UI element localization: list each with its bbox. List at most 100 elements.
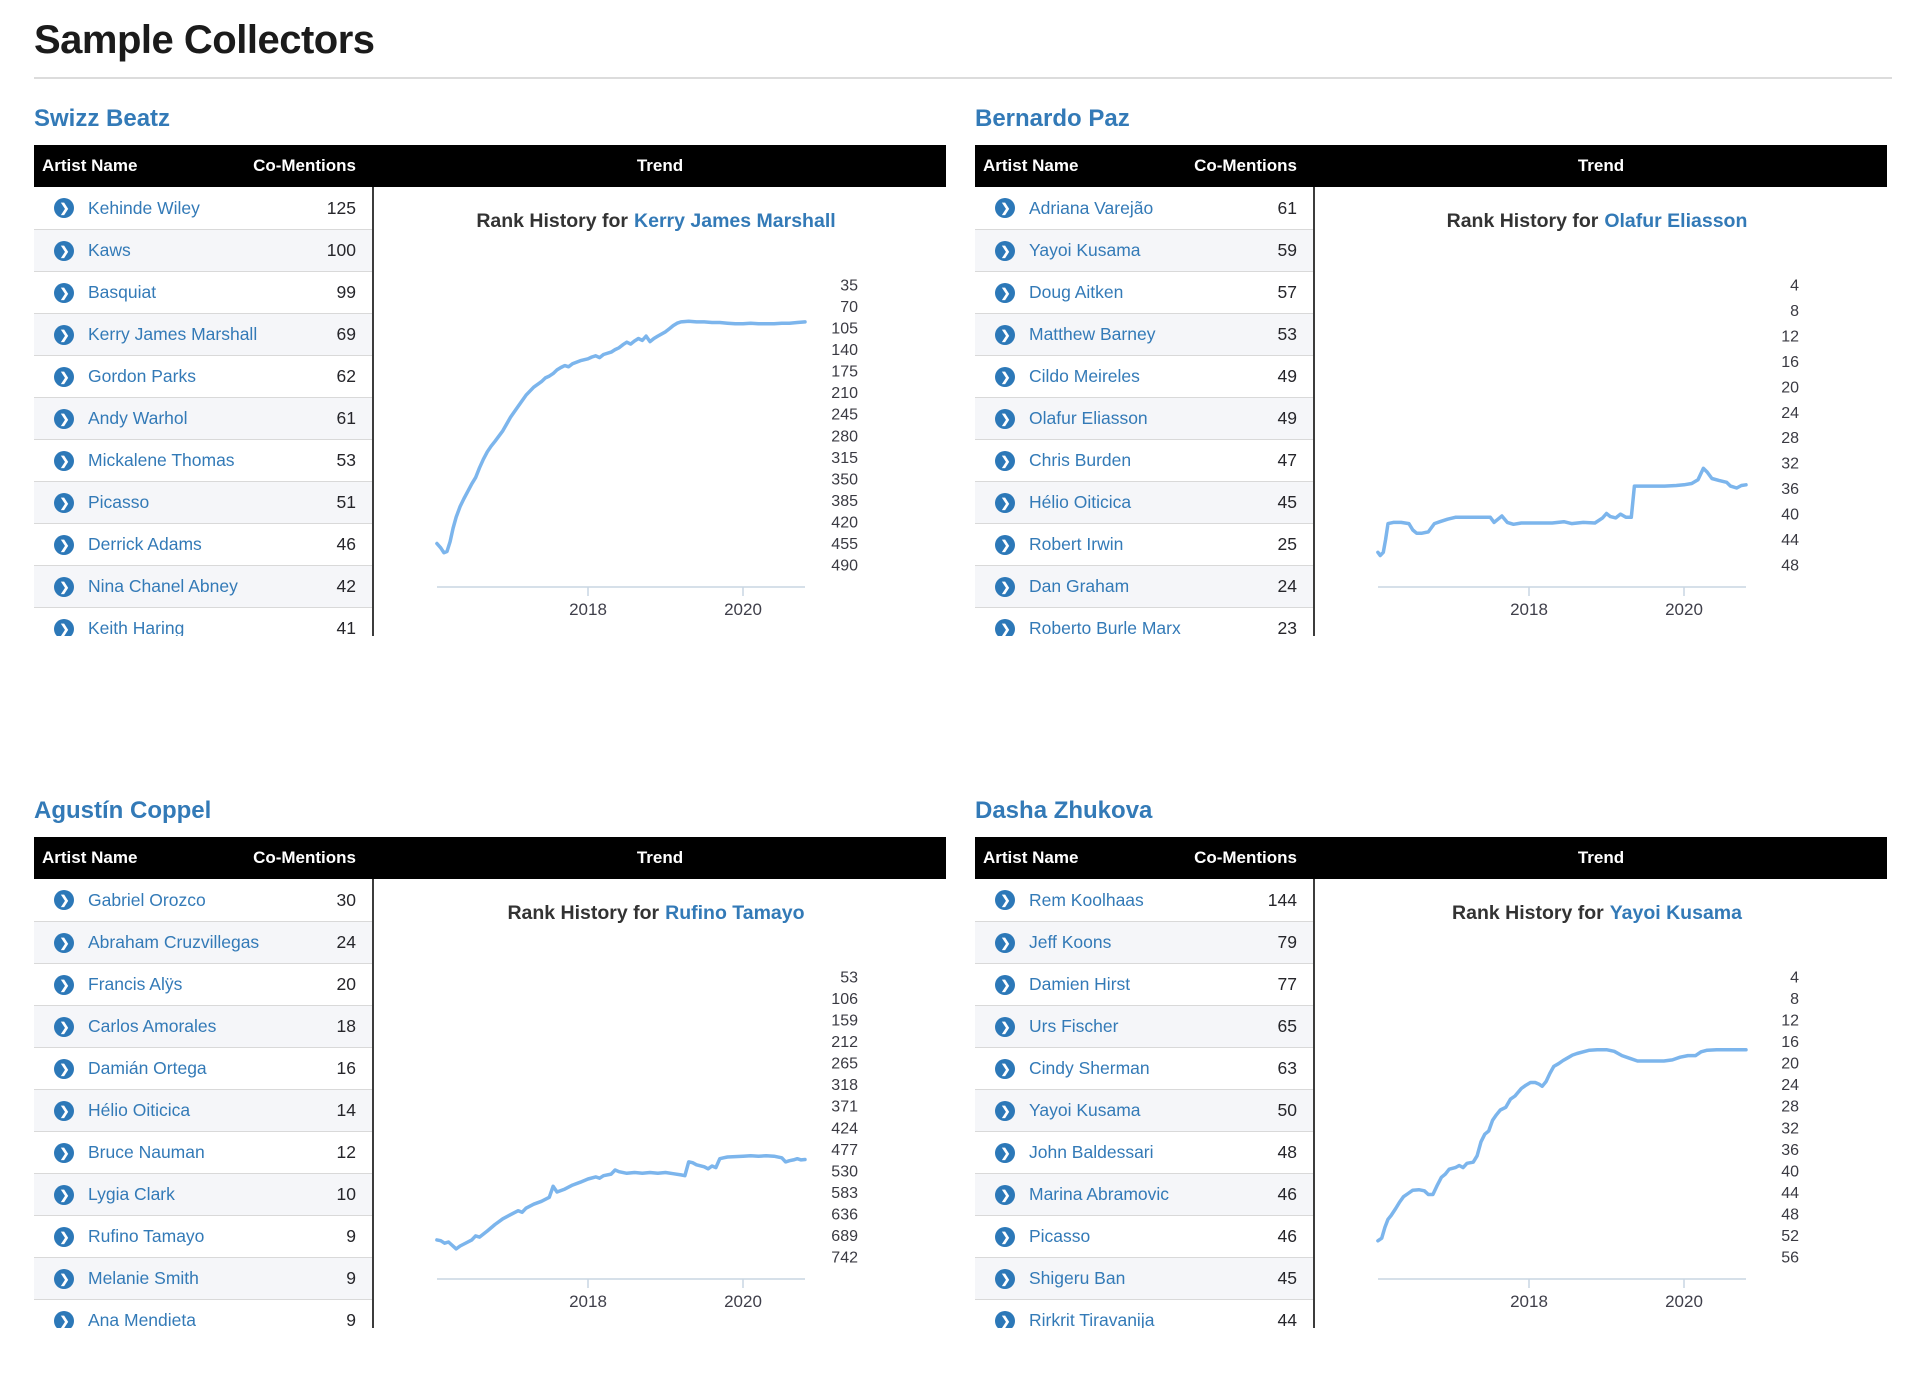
artist-link[interactable]: Picasso <box>88 492 150 512</box>
collector-name-link[interactable]: Dasha Zhukova <box>975 797 1153 824</box>
chevron-right-icon[interactable]: ❯ <box>995 1142 1015 1163</box>
chevron-right-icon[interactable]: ❯ <box>995 974 1015 995</box>
chevron-right-icon[interactable]: ❯ <box>995 890 1015 910</box>
chevron-right-icon[interactable]: ❯ <box>995 1226 1015 1247</box>
trend-line[interactable] <box>435 1154 807 1251</box>
collector-name-link[interactable]: Agustín Coppel <box>34 797 212 824</box>
chevron-right-icon[interactable]: ❯ <box>995 240 1015 261</box>
chevron-right-icon[interactable]: ❯ <box>54 1310 74 1328</box>
trend-chart[interactable]: Rank History for Kerry James Marshall 35 70… <box>374 187 946 639</box>
chevron-right-icon[interactable]: ❯ <box>54 450 74 471</box>
artist-link[interactable]: Picasso <box>1029 1226 1091 1246</box>
chevron-right-icon[interactable]: ❯ <box>995 198 1015 218</box>
artist-link[interactable]: Cildo Meireles <box>1029 366 1140 386</box>
collector-name-link[interactable]: Bernardo Paz <box>975 105 1130 132</box>
trend-chart[interactable]: Rank History for Olafur Eliasson 4 8 12 16 20 2… <box>1315 187 1887 639</box>
artist-link[interactable]: Gordon Parks <box>88 366 196 386</box>
artist-link[interactable]: Doug Aitken <box>1029 282 1124 302</box>
chevron-right-icon[interactable]: ❯ <box>54 1016 74 1037</box>
artist-link[interactable]: Carlos Amorales <box>88 1016 217 1036</box>
chevron-right-icon[interactable]: ❯ <box>995 1268 1015 1289</box>
chart-title-artist-link[interactable]: Yayoi Kusama <box>1610 902 1742 924</box>
chevron-right-icon[interactable]: ❯ <box>54 534 74 555</box>
artist-link[interactable]: Rem Koolhaas <box>1029 889 1144 910</box>
chevron-right-icon[interactable]: ❯ <box>54 198 74 218</box>
artist-link[interactable]: Shigeru Ban <box>1029 1268 1126 1288</box>
chevron-right-icon[interactable]: ❯ <box>995 324 1015 345</box>
trend-line[interactable] <box>435 319 807 555</box>
artist-link[interactable]: Rirkrit Tiravanija <box>1029 1310 1155 1328</box>
artist-link[interactable]: Rufino Tamayo <box>88 1226 205 1246</box>
artist-link[interactable]: Nina Chanel Abney <box>88 576 238 596</box>
artist-link[interactable]: Robert Irwin <box>1029 534 1124 554</box>
artist-link[interactable]: Kaws <box>88 240 131 260</box>
chevron-right-icon[interactable]: ❯ <box>995 618 1015 636</box>
chevron-right-icon[interactable]: ❯ <box>995 1184 1015 1205</box>
artist-link[interactable]: Cindy Sherman <box>1029 1058 1150 1078</box>
artist-link[interactable]: Kehinde Wiley <box>88 197 200 218</box>
chevron-right-icon[interactable]: ❯ <box>54 1226 74 1247</box>
chevron-right-icon[interactable]: ❯ <box>54 324 74 345</box>
chevron-right-icon[interactable]: ❯ <box>995 932 1015 953</box>
chevron-right-icon[interactable]: ❯ <box>54 1268 74 1289</box>
artist-link[interactable]: Francis Alÿs <box>88 974 183 994</box>
chevron-right-icon[interactable]: ❯ <box>54 492 74 513</box>
chevron-right-icon[interactable]: ❯ <box>995 450 1015 471</box>
chevron-right-icon[interactable]: ❯ <box>995 408 1015 429</box>
artist-link[interactable]: Damián Ortega <box>88 1058 207 1078</box>
chevron-right-icon[interactable]: ❯ <box>54 1058 74 1079</box>
artist-link[interactable]: Ana Mendieta <box>88 1310 196 1328</box>
chevron-right-icon[interactable]: ❯ <box>995 1058 1015 1079</box>
chevron-right-icon[interactable]: ❯ <box>995 282 1015 303</box>
artist-link[interactable]: Hélio Oiticica <box>1029 492 1132 512</box>
artist-link[interactable]: Basquiat <box>88 282 157 302</box>
chevron-right-icon[interactable]: ❯ <box>995 492 1015 513</box>
trend-line[interactable] <box>1376 1047 1748 1243</box>
chart-title-artist-link[interactable]: Olafur Eliasson <box>1604 210 1747 232</box>
collector-name-link[interactable]: Swizz Beatz <box>34 105 171 132</box>
chevron-right-icon[interactable]: ❯ <box>54 932 74 953</box>
artist-link[interactable]: Kerry James Marshall <box>88 324 258 344</box>
artist-link[interactable]: Roberto Burle Marx <box>1029 618 1181 636</box>
artist-link[interactable]: Jeff Koons <box>1029 932 1112 952</box>
artist-link[interactable]: Olafur Eliasson <box>1029 408 1148 428</box>
artist-link[interactable]: Yayoi Kusama <box>1029 1100 1141 1120</box>
chevron-right-icon[interactable]: ❯ <box>54 890 74 910</box>
artist-link[interactable]: Marina Abramovic <box>1029 1184 1170 1204</box>
chevron-right-icon[interactable]: ❯ <box>54 618 74 636</box>
chevron-right-icon[interactable]: ❯ <box>54 408 74 429</box>
trend-chart[interactable]: Rank History for Yayoi Kusama 4 8 12 16 20 24 28… <box>1315 879 1887 1331</box>
chevron-right-icon[interactable]: ❯ <box>995 534 1015 555</box>
trend-line[interactable] <box>1376 466 1748 558</box>
chevron-right-icon[interactable]: ❯ <box>54 974 74 995</box>
chart-title-artist-link[interactable]: Rufino Tamayo <box>665 902 804 924</box>
chevron-right-icon[interactable]: ❯ <box>54 576 74 597</box>
artist-link[interactable]: Gabriel Orozco <box>88 889 206 910</box>
artist-link[interactable]: Adriana Varejão <box>1029 197 1154 218</box>
artist-link[interactable]: Matthew Barney <box>1029 324 1156 344</box>
chevron-right-icon[interactable]: ❯ <box>54 1184 74 1205</box>
artist-link[interactable]: Derrick Adams <box>88 534 202 554</box>
artist-link[interactable]: Dan Graham <box>1029 576 1130 596</box>
chevron-right-icon[interactable]: ❯ <box>995 576 1015 597</box>
artist-link[interactable]: Abraham Cruzvillegas <box>88 932 260 952</box>
chevron-right-icon[interactable]: ❯ <box>995 366 1015 387</box>
artist-link[interactable]: Andy Warhol <box>88 408 188 428</box>
artist-link[interactable]: Bruce Nauman <box>88 1142 205 1162</box>
chevron-right-icon[interactable]: ❯ <box>995 1310 1015 1328</box>
chevron-right-icon[interactable]: ❯ <box>995 1100 1015 1121</box>
artist-link[interactable]: Chris Burden <box>1029 450 1132 470</box>
chevron-right-icon[interactable]: ❯ <box>54 240 74 261</box>
artist-link[interactable]: Mickalene Thomas <box>88 450 235 470</box>
artist-link[interactable]: Urs Fischer <box>1029 1016 1119 1036</box>
artist-link[interactable]: Hélio Oiticica <box>88 1100 191 1120</box>
trend-chart[interactable]: Rank History for Rufino Tamayo 53 106 159 212… <box>374 879 946 1331</box>
chevron-right-icon[interactable]: ❯ <box>995 1016 1015 1037</box>
artist-link[interactable]: John Baldessari <box>1029 1142 1154 1162</box>
chevron-right-icon[interactable]: ❯ <box>54 1100 74 1121</box>
artist-link[interactable]: Damien Hirst <box>1029 974 1131 994</box>
chart-title-artist-link[interactable]: Kerry James Marshall <box>634 210 836 232</box>
artist-link[interactable]: Keith Haring <box>88 618 185 636</box>
artist-link[interactable]: Lygia Clark <box>88 1184 175 1204</box>
chevron-right-icon[interactable]: ❯ <box>54 366 74 387</box>
